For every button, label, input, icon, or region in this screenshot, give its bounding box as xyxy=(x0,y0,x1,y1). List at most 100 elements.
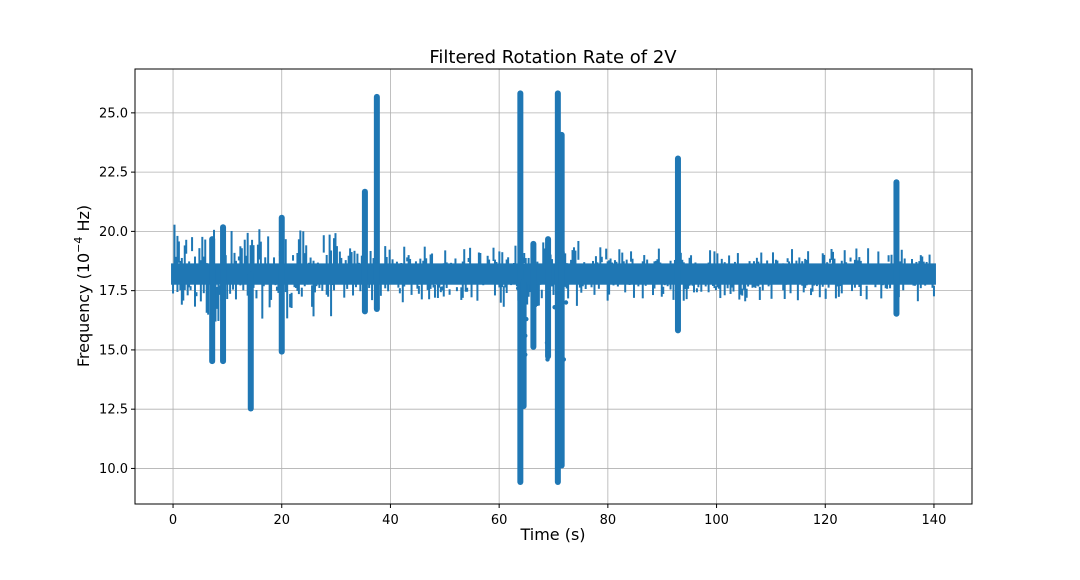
data-point xyxy=(622,261,625,266)
data-point xyxy=(599,247,602,275)
data-point xyxy=(243,239,246,266)
y-tick-label: 25.0 xyxy=(99,106,128,121)
data-point xyxy=(259,241,262,270)
data-point xyxy=(745,288,748,298)
data-point xyxy=(552,305,557,310)
data-point xyxy=(770,274,773,299)
y-axis-title-exponent: −4 xyxy=(72,237,85,253)
data-point xyxy=(455,287,458,292)
data-point xyxy=(542,242,545,281)
data-point xyxy=(545,324,551,329)
data-point xyxy=(258,229,261,260)
data-point xyxy=(335,246,338,268)
data-spike xyxy=(209,236,216,365)
data-point xyxy=(371,283,374,301)
data-point xyxy=(717,283,720,289)
data-point xyxy=(577,241,580,260)
data-point xyxy=(537,270,540,306)
axes-frame xyxy=(134,68,973,505)
data-point xyxy=(545,357,550,362)
data-point xyxy=(240,248,243,275)
data-point xyxy=(524,316,529,322)
data-point xyxy=(695,288,698,293)
data-point xyxy=(401,279,404,303)
data-point xyxy=(322,235,325,253)
x-tick-label: 80 xyxy=(600,513,617,528)
data-point xyxy=(592,260,595,265)
data-point xyxy=(267,236,270,267)
data-point xyxy=(789,283,792,294)
y-axis-title-base: Frequency (10 xyxy=(74,253,93,367)
data-point xyxy=(523,352,528,357)
ticks: 0 20 40 60 80 100 120 140 10.0 12.5 15.0 17.5 20.0 22… xyxy=(99,106,946,528)
data-point xyxy=(758,286,761,300)
data-point xyxy=(204,239,207,273)
data-point xyxy=(709,250,712,272)
data-point xyxy=(685,274,688,300)
data-point xyxy=(177,241,180,263)
data-point xyxy=(352,283,355,296)
data-spike xyxy=(530,240,537,350)
data-point xyxy=(791,249,794,266)
x-axis-title: Time (s) xyxy=(519,525,585,544)
data-point xyxy=(409,258,412,266)
data-point xyxy=(469,247,472,279)
data-point xyxy=(932,285,935,297)
data-spike xyxy=(558,131,565,469)
x-tick-label: 20 xyxy=(273,513,290,528)
data-point xyxy=(540,289,543,299)
data-spike xyxy=(361,188,368,315)
data-point xyxy=(830,248,833,260)
data-point xyxy=(218,285,221,295)
data-point xyxy=(492,247,495,262)
data-point xyxy=(349,248,352,267)
data-point xyxy=(407,255,410,268)
data-point xyxy=(575,265,578,306)
data-point xyxy=(574,250,577,269)
data-point xyxy=(312,260,315,317)
data-point xyxy=(731,282,734,288)
data-point xyxy=(662,286,665,294)
y-tick-label: 15.0 xyxy=(99,343,128,358)
data-point xyxy=(736,253,739,267)
data-point xyxy=(338,251,341,269)
data-point xyxy=(215,286,218,309)
data-point xyxy=(286,281,289,319)
data-point xyxy=(360,255,363,264)
data-point xyxy=(290,292,293,308)
data-point xyxy=(391,259,394,265)
data-point xyxy=(302,231,305,270)
y-axis-title: Frequency (10−4 Hz) xyxy=(72,205,93,367)
data-point xyxy=(570,259,573,267)
data-point xyxy=(807,251,810,270)
data-point xyxy=(198,248,201,278)
data-point xyxy=(646,259,649,264)
data-series xyxy=(171,90,936,486)
data-point xyxy=(829,258,832,263)
data-point xyxy=(186,277,189,296)
data-point xyxy=(441,286,444,291)
data-point xyxy=(843,250,846,268)
data-point xyxy=(425,258,428,266)
data-point xyxy=(256,244,259,264)
data-point xyxy=(444,250,447,275)
data-point xyxy=(385,257,388,265)
y-tick-label: 17.5 xyxy=(99,284,128,299)
data-point xyxy=(593,279,596,295)
data-point xyxy=(672,282,675,300)
data-point xyxy=(264,257,267,267)
data-point xyxy=(561,357,567,362)
data-point xyxy=(625,259,628,267)
data-point xyxy=(173,224,176,267)
data-point xyxy=(245,255,248,271)
y-tick-label: 10.0 xyxy=(99,462,128,477)
x-tick-label: 0 xyxy=(169,513,177,528)
data-point xyxy=(831,251,834,272)
data-spike xyxy=(674,155,681,334)
data-point xyxy=(811,283,814,292)
data-point xyxy=(738,273,741,300)
data-point xyxy=(502,286,505,307)
data-point xyxy=(643,255,646,269)
data-point xyxy=(630,251,633,262)
